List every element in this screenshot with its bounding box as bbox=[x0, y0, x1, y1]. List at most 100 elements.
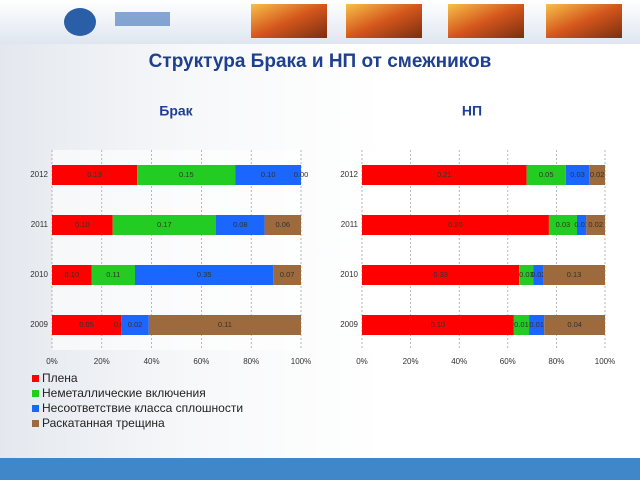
y-tick-label: 2009 bbox=[340, 320, 358, 329]
bar-segment bbox=[112, 215, 216, 235]
x-tick-label: 20% bbox=[403, 357, 419, 366]
x-tick-label: 80% bbox=[548, 357, 564, 366]
value-label: 0.13 bbox=[567, 270, 582, 279]
value-label: 0.01 bbox=[514, 320, 529, 329]
header-image bbox=[448, 4, 524, 38]
y-tick-label: 2010 bbox=[30, 270, 48, 279]
value-label: 0.10 bbox=[261, 170, 276, 179]
value-label: 0.05 bbox=[539, 170, 554, 179]
chart-title: Брак bbox=[159, 103, 193, 119]
footer-bar bbox=[0, 458, 640, 480]
legend-swatch bbox=[32, 420, 39, 427]
y-tick-label: 2011 bbox=[31, 220, 49, 229]
x-tick-label: 40% bbox=[144, 357, 160, 366]
value-label: 0.03 bbox=[570, 170, 585, 179]
bar-segment bbox=[52, 165, 138, 185]
value-label: 0.17 bbox=[157, 220, 172, 229]
value-label: 0.11 bbox=[106, 270, 120, 279]
legend-label: Раскатанная трещина bbox=[42, 416, 165, 430]
bar-segment bbox=[52, 315, 122, 335]
bar-segment bbox=[135, 265, 274, 285]
slide-title: Структура Брака и НП от смежников bbox=[149, 51, 492, 72]
bar-segment bbox=[513, 315, 530, 335]
y-tick-label: 2009 bbox=[30, 320, 48, 329]
value-label: 0.13 bbox=[87, 170, 102, 179]
x-tick-label: 80% bbox=[243, 357, 259, 366]
legend-swatch bbox=[32, 375, 39, 382]
legend-swatch bbox=[32, 405, 39, 412]
y-tick-label: 2010 bbox=[340, 270, 358, 279]
bar-segment bbox=[576, 215, 587, 235]
bar-segment bbox=[519, 265, 534, 285]
bar-segment bbox=[526, 165, 566, 185]
value-label: 0.01 bbox=[529, 320, 544, 329]
value-label: 0.10 bbox=[75, 220, 90, 229]
legend-label: Несоответствие класса сплошности bbox=[42, 401, 243, 415]
logo bbox=[64, 8, 96, 36]
header-image bbox=[251, 4, 327, 38]
value-label: 0.03 bbox=[556, 220, 571, 229]
bar-segment bbox=[264, 215, 301, 235]
value-label: 0.21 bbox=[437, 170, 452, 179]
x-tick-label: 20% bbox=[94, 357, 110, 366]
x-tick-label: 60% bbox=[193, 357, 209, 366]
bar-segment bbox=[273, 265, 301, 285]
value-label: 0.11 bbox=[218, 320, 232, 329]
bar-segment bbox=[362, 265, 520, 285]
bar-segment bbox=[589, 165, 605, 185]
bar-segment bbox=[565, 165, 590, 185]
bar-segment bbox=[137, 165, 236, 185]
bar-segment bbox=[362, 165, 527, 185]
legend-label: Неметаллические включения bbox=[42, 386, 206, 400]
value-label: 0.07 bbox=[280, 270, 295, 279]
chart-title: НП bbox=[462, 103, 482, 119]
bar-segment bbox=[529, 315, 545, 335]
value-label: 0.02 bbox=[531, 270, 546, 279]
value-label: 0.02 bbox=[590, 170, 605, 179]
logo-text bbox=[115, 12, 170, 26]
value-label: 0.10 bbox=[64, 270, 79, 279]
x-tick-label: 0% bbox=[46, 357, 58, 366]
value-label: 0.15 bbox=[179, 170, 194, 179]
bar-segment bbox=[235, 165, 301, 185]
bar-segment bbox=[362, 215, 549, 235]
value-label: 0.05 bbox=[79, 320, 94, 329]
value-label: 0.06 bbox=[275, 220, 290, 229]
x-tick-label: 40% bbox=[451, 357, 467, 366]
value-label: 0.02 bbox=[128, 320, 143, 329]
x-tick-label: 100% bbox=[291, 357, 311, 366]
bar-segment bbox=[148, 315, 301, 335]
value-label: 0.35 bbox=[197, 270, 212, 279]
legend-swatch bbox=[32, 390, 39, 397]
value-label: 0.20 bbox=[448, 220, 463, 229]
value-label: 0.00 bbox=[294, 170, 309, 179]
bar-segment bbox=[362, 315, 514, 335]
value-label: 0.03 bbox=[519, 270, 534, 279]
header-image bbox=[546, 4, 622, 38]
value-label: 0.04 bbox=[567, 320, 582, 329]
bar-segment bbox=[543, 265, 605, 285]
bar-segment bbox=[544, 315, 605, 335]
bar-segment bbox=[121, 315, 149, 335]
value-label: 0.08 bbox=[233, 220, 248, 229]
value-label: 0.02 bbox=[588, 220, 603, 229]
x-tick-label: 100% bbox=[595, 357, 615, 366]
y-tick-label: 2011 bbox=[341, 220, 359, 229]
value-label: 0.01 bbox=[574, 220, 589, 229]
bar-segment bbox=[215, 215, 265, 235]
bar-segment bbox=[548, 215, 577, 235]
y-tick-label: 2012 bbox=[30, 170, 48, 179]
header-image bbox=[346, 4, 422, 38]
bar-segment bbox=[586, 215, 605, 235]
bar-segment bbox=[533, 265, 544, 285]
y-tick-label: 2012 bbox=[340, 170, 358, 179]
legend-label: Плена bbox=[42, 371, 78, 385]
bar-segment bbox=[52, 265, 92, 285]
value-label: 0.33 bbox=[433, 270, 448, 279]
value-label: 0.10 bbox=[431, 320, 446, 329]
bar-segment bbox=[52, 215, 113, 235]
bar-segment bbox=[91, 265, 135, 285]
x-tick-label: 60% bbox=[500, 357, 516, 366]
